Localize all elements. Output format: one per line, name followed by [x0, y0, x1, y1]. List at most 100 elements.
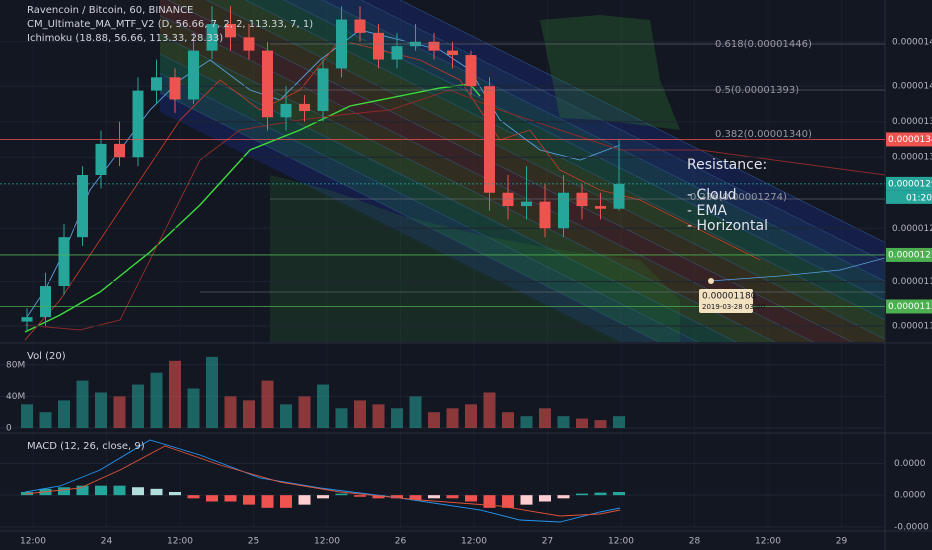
candle-body: [151, 77, 162, 91]
macd-histogram-bar: [150, 488, 163, 496]
volume-bar: [21, 404, 33, 429]
volume-bar: [132, 384, 144, 429]
macd-histogram-bar: [76, 485, 89, 496]
candle-body: [465, 55, 477, 87]
volume-bar: [502, 412, 514, 429]
macd-line: [24, 439, 621, 523]
x-tick-label: 12:00: [608, 537, 634, 547]
y-tick-label: -0.0000: [894, 522, 929, 532]
macd-histogram-bar: [298, 495, 311, 505]
tooltip-price: 0.00001180: [702, 292, 757, 302]
volume-bar: [206, 356, 218, 429]
pane-title: MACD (12, 26, close, 9): [27, 441, 145, 452]
x-tick-label: 12:00: [314, 537, 340, 547]
macd-histogram-bar: [446, 495, 459, 499]
y-tick-label: 0.00001360: [892, 117, 932, 127]
fib-channel-line: [159, 92, 660, 342]
fib-label: 0.618(0.00001446): [715, 39, 812, 50]
y-tick-label: 0.00001450: [892, 37, 932, 47]
price-badge: [886, 299, 932, 314]
candle-body: [58, 237, 70, 287]
fib-label: 0.236(0.00001274): [690, 192, 787, 203]
macd-histogram-bar: [169, 492, 181, 496]
macd-histogram-bar: [520, 495, 533, 505]
volume-bar: [95, 392, 107, 429]
candle-body: [132, 90, 144, 158]
volume-bar: [58, 400, 70, 429]
volume-bar: [372, 404, 385, 429]
volume-bar: [539, 408, 551, 429]
candle-body: [613, 183, 625, 209]
y-tick-label: 0.00001400: [892, 82, 932, 92]
candle-body: [206, 23, 218, 51]
volume-bar: [613, 416, 625, 429]
annotation-text: Resistance:: [687, 157, 767, 173]
candle-body: [114, 143, 125, 158]
volume-bar: [446, 408, 459, 429]
candle-body: [243, 37, 255, 51]
volume-bar: [150, 372, 163, 429]
macd-histogram-bar: [280, 495, 292, 508]
ichimoku-cloud: [270, 175, 680, 342]
candle-body: [280, 103, 292, 118]
candle-body: [40, 286, 51, 318]
macd-histogram-bar: [465, 495, 477, 502]
ema-line: [24, 83, 481, 333]
candle-body: [21, 317, 33, 322]
volume-bar: [113, 396, 126, 429]
candle-body: [77, 174, 88, 238]
x-tick-label: 12:00: [20, 537, 46, 547]
y-tick-label: 0: [6, 424, 12, 434]
fib-channel-line: [167, 0, 853, 342]
fib-channel-band: [160, 0, 852, 342]
annotation-text: - Cloud: [687, 187, 737, 203]
y-tick-label: 40M: [6, 392, 25, 402]
x-tick-label: 25: [248, 537, 259, 547]
tooltip-dot: [708, 278, 714, 284]
marks: 0.00001450 0.00001400 0.00001360 0.00001320…: [0, 6, 932, 547]
candle-body: [373, 32, 384, 60]
volume-bar: [261, 380, 274, 429]
price-badge-label: 0.00001210: [888, 250, 932, 260]
macd-histogram-bar: [539, 495, 551, 502]
volume-bar: [465, 404, 477, 429]
candle-body: [225, 23, 236, 38]
tooltip-box: [699, 289, 753, 313]
volume-bar: [243, 400, 255, 429]
fib-channel-line: [360, 0, 885, 263]
y-tick-label: 0.00001180: [892, 277, 932, 287]
countdown-badge: [886, 190, 932, 204]
macd-histogram-bar: [428, 495, 440, 499]
x-tick-label: 12:00: [461, 537, 487, 547]
volume-bar: [557, 416, 570, 429]
candle-body: [95, 143, 107, 175]
signal-line: [24, 445, 621, 517]
candle-body: [169, 77, 181, 100]
x-tick-label: 27: [542, 537, 553, 547]
price-badge: [886, 247, 932, 262]
base-line: [24, 89, 885, 331]
volume-bar: [187, 388, 200, 429]
fib-levels: [200, 43, 885, 293]
candle-body: [539, 201, 551, 229]
y-tick-label: 0.00001240: [892, 224, 932, 234]
volume-bar: [169, 360, 181, 429]
price-badge-label: 0.00001340: [888, 135, 932, 145]
y-tick-label: 80M: [6, 360, 25, 370]
candle-body: [521, 201, 532, 207]
volume-bar: [520, 416, 533, 429]
volume-bar: [594, 420, 607, 429]
candle-body: [188, 50, 199, 100]
x-tick-label: 29: [836, 537, 848, 547]
price-badge: [886, 132, 932, 147]
tooltip-time: 2019-03-28 03:00: [702, 303, 765, 311]
macd-histogram-bar: [391, 495, 403, 499]
pane-title: Vol (20): [27, 351, 66, 362]
fib-label: 0.5(0.00001393): [715, 85, 799, 96]
volume-bar: [409, 396, 422, 429]
fib-channel-line: [321, 0, 885, 282]
volume-bar: [39, 412, 52, 429]
volume-bar: [483, 392, 496, 429]
